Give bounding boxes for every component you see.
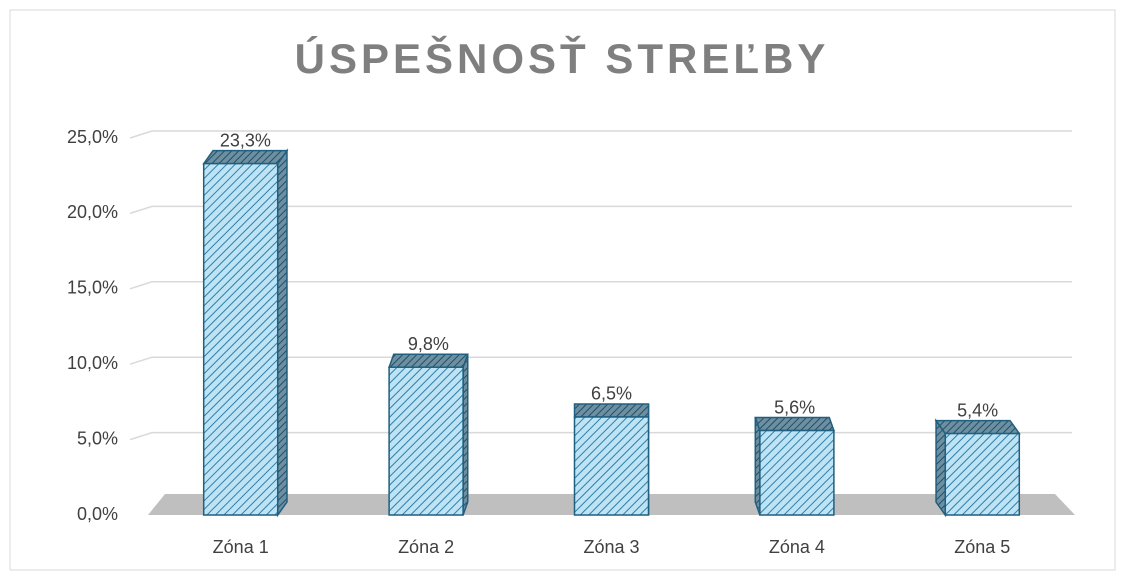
chart-title: ÚSPEŠNOSŤ STREĽBY — [295, 34, 830, 82]
bar-top — [934, 419, 1021, 435]
y-tick-label: 5,0% — [77, 428, 118, 448]
x-tick-label: Zóna 3 — [583, 537, 639, 557]
bar-top — [754, 416, 835, 432]
x-tick-label: Zóna 1 — [213, 537, 269, 557]
bar-top — [202, 149, 289, 165]
value-label: 5,4% — [957, 400, 998, 420]
grid-line — [129, 281, 1072, 290]
y-tick-label: 20,0% — [67, 202, 118, 222]
y-tick-label: 25,0% — [67, 127, 118, 147]
bar — [573, 416, 650, 516]
bar — [759, 429, 835, 516]
y-tick-label: 0,0% — [77, 504, 118, 524]
grid-line — [129, 130, 1072, 139]
value-label: 9,8% — [408, 334, 449, 354]
value-label: 6,5% — [591, 384, 632, 404]
bar — [202, 162, 279, 516]
grid-line — [129, 356, 1072, 365]
bar — [944, 432, 1021, 516]
grid-line — [129, 205, 1072, 215]
x-tick-label: Zóna 5 — [954, 537, 1010, 557]
bar-top — [388, 353, 469, 368]
bar — [388, 366, 464, 516]
bar-side — [935, 418, 947, 518]
chart-border — [9, 9, 1116, 571]
bar-top — [573, 403, 650, 418]
value-label: 23,3% — [220, 130, 271, 150]
value-label: 5,6% — [774, 397, 815, 417]
y-tick-label: 15,0% — [67, 278, 118, 298]
y-tick-label: 10,0% — [67, 353, 118, 373]
x-tick-label: Zóna 4 — [769, 537, 825, 557]
bar-side — [276, 148, 288, 518]
x-tick-label: Zóna 2 — [398, 537, 454, 557]
